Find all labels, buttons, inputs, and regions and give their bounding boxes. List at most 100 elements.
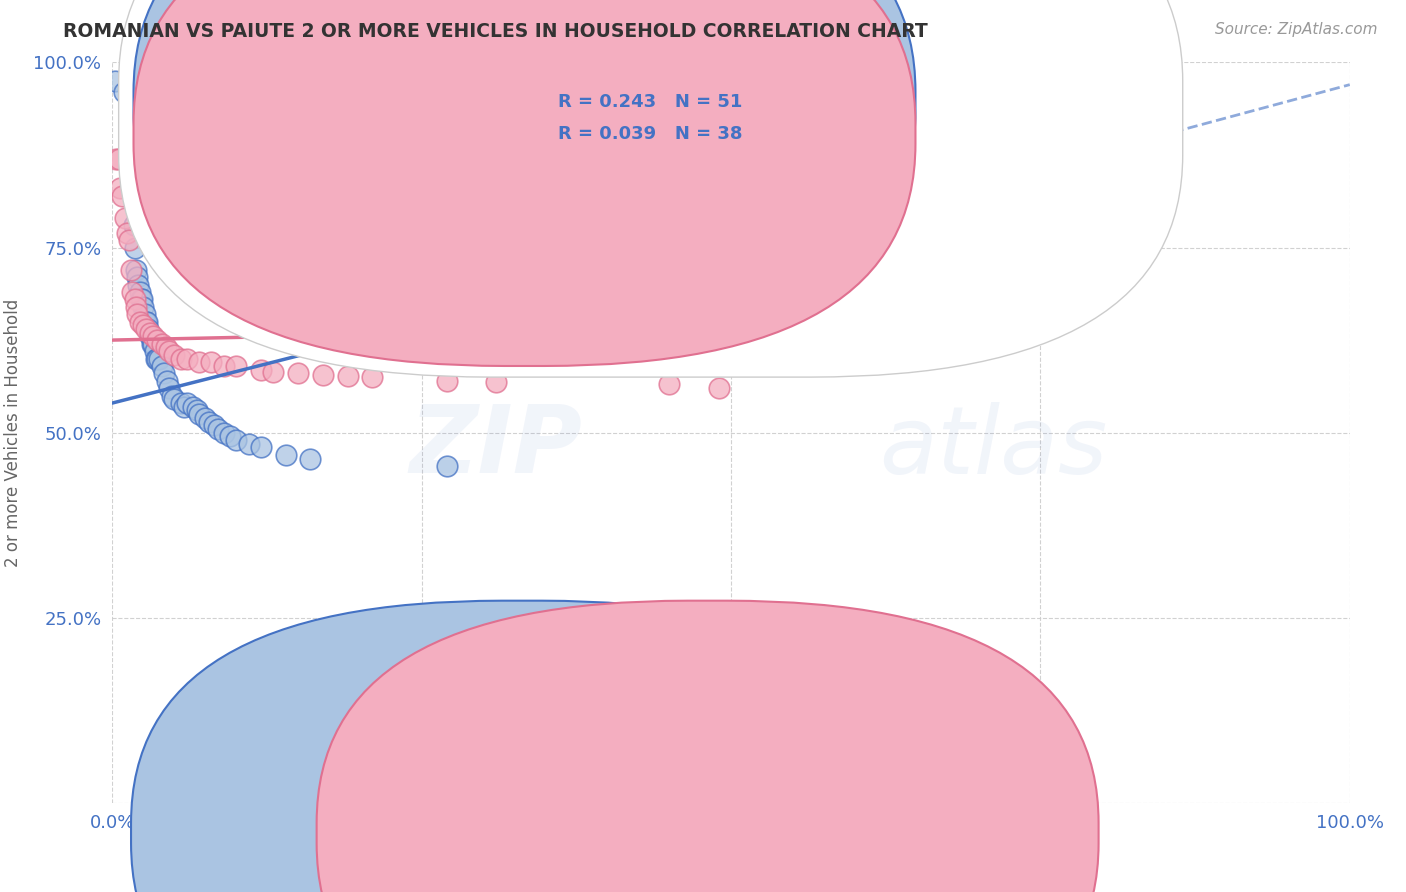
Point — [219, 429, 242, 443]
Point — [658, 377, 681, 392]
Text: R = 0.039   N = 38: R = 0.039 N = 38 — [558, 125, 742, 144]
Point — [135, 322, 157, 336]
Point — [336, 369, 359, 384]
Point — [132, 318, 155, 333]
Point — [108, 181, 131, 195]
Text: ROMANIAN VS PAIUTE 2 OR MORE VEHICLES IN HOUSEHOLD CORRELATION CHART: ROMANIAN VS PAIUTE 2 OR MORE VEHICLES IN… — [63, 22, 928, 41]
Point — [146, 333, 169, 347]
FancyBboxPatch shape — [134, 0, 915, 366]
FancyBboxPatch shape — [131, 600, 912, 892]
Point — [157, 381, 180, 395]
Point — [150, 359, 173, 373]
Point — [160, 388, 183, 402]
Text: Paiute: Paiute — [737, 824, 793, 842]
Point — [127, 307, 149, 321]
Point — [361, 370, 384, 384]
Point — [176, 396, 198, 410]
Point — [200, 355, 222, 369]
Point — [146, 351, 169, 366]
Text: ZIP: ZIP — [409, 401, 582, 493]
Point — [122, 219, 145, 233]
Point — [188, 407, 211, 421]
Point — [163, 392, 186, 407]
Point — [198, 415, 221, 429]
Point — [114, 211, 136, 225]
Point — [135, 314, 157, 328]
Point — [138, 322, 160, 336]
Point — [262, 365, 284, 379]
Point — [136, 314, 159, 328]
FancyBboxPatch shape — [134, 0, 915, 334]
Point — [138, 326, 160, 340]
Point — [436, 374, 458, 388]
Point — [163, 348, 186, 362]
Point — [127, 270, 149, 285]
Point — [105, 152, 128, 166]
Point — [129, 293, 152, 307]
Point — [157, 344, 180, 359]
Point — [111, 188, 134, 202]
Point — [134, 307, 156, 321]
Point — [117, 233, 139, 247]
Point — [132, 300, 155, 314]
Point — [176, 351, 198, 366]
Point — [125, 300, 148, 314]
Point — [250, 362, 273, 376]
Text: Romanians: Romanians — [551, 824, 651, 842]
Point — [128, 285, 150, 299]
Point — [212, 425, 235, 440]
Point — [274, 448, 297, 462]
Point — [794, 55, 817, 70]
Point — [194, 410, 217, 425]
Point — [148, 351, 170, 366]
Y-axis label: 2 or more Vehicles in Household: 2 or more Vehicles in Household — [4, 299, 22, 566]
Point — [104, 74, 127, 88]
Point — [212, 359, 235, 373]
Point — [139, 329, 162, 343]
Point — [143, 344, 166, 359]
Point — [287, 367, 309, 381]
Point — [121, 285, 143, 299]
Point — [127, 277, 149, 292]
Text: R = 0.243   N = 51: R = 0.243 N = 51 — [558, 93, 742, 111]
Text: atlas: atlas — [880, 402, 1108, 493]
Point — [207, 422, 229, 436]
Point — [186, 403, 208, 417]
Point — [250, 441, 273, 455]
Point — [155, 341, 177, 355]
Point — [145, 351, 167, 366]
Point — [142, 329, 165, 343]
Point — [169, 396, 191, 410]
Point — [202, 418, 225, 433]
FancyBboxPatch shape — [316, 600, 1098, 892]
Point — [181, 400, 204, 414]
Point — [707, 381, 730, 395]
Point — [107, 152, 129, 166]
Point — [299, 451, 322, 466]
Point — [124, 240, 146, 255]
Point — [169, 351, 191, 366]
Point — [173, 400, 195, 414]
Point — [120, 166, 142, 180]
FancyBboxPatch shape — [118, 0, 1182, 377]
Point — [112, 85, 135, 99]
Point — [124, 293, 146, 307]
Point — [142, 336, 165, 351]
Point — [188, 355, 211, 369]
Point — [125, 262, 148, 277]
Point — [238, 436, 260, 450]
Point — [117, 129, 139, 144]
Point — [153, 367, 176, 381]
Point — [121, 181, 143, 195]
Point — [141, 336, 163, 351]
Point — [120, 262, 142, 277]
Point — [436, 458, 458, 473]
Point — [128, 314, 150, 328]
Text: Source: ZipAtlas.com: Source: ZipAtlas.com — [1215, 22, 1378, 37]
Point — [150, 336, 173, 351]
Point — [485, 376, 508, 390]
Point — [225, 433, 247, 447]
Point — [131, 293, 153, 307]
Point — [117, 226, 139, 240]
Point — [312, 368, 335, 382]
